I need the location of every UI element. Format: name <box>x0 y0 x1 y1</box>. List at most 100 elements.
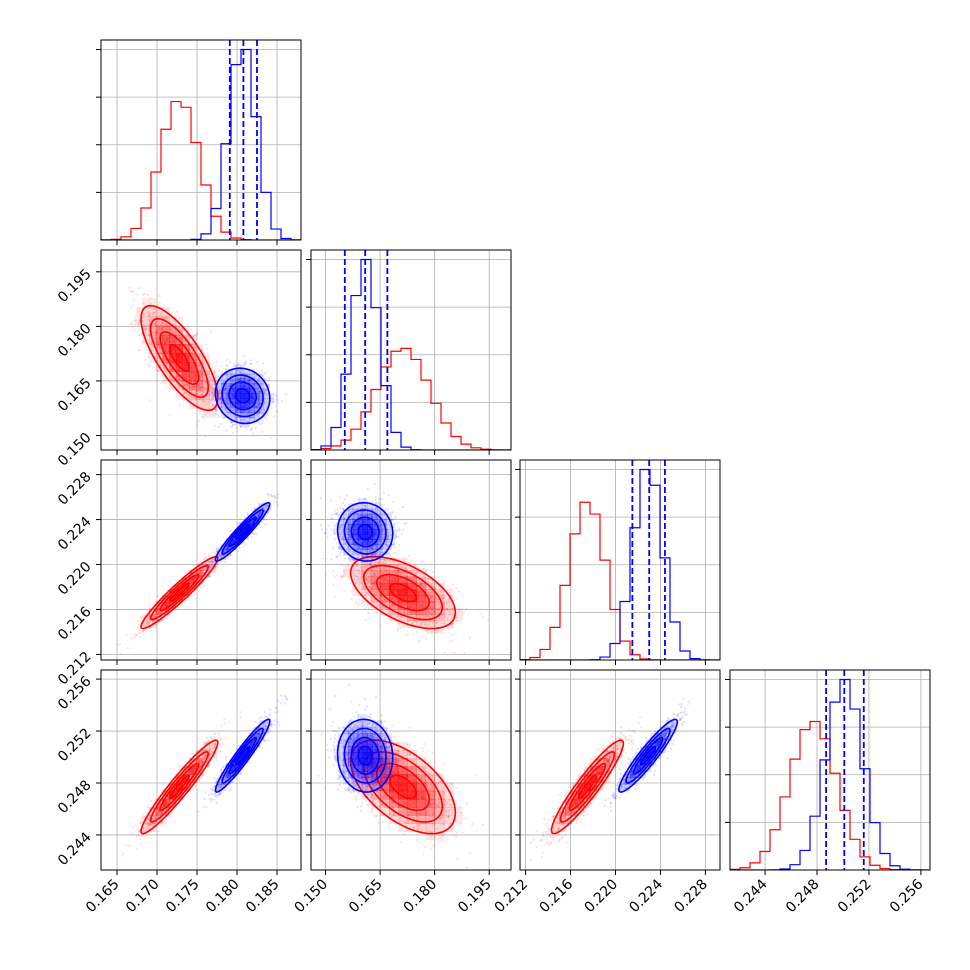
scatter-point <box>163 316 166 319</box>
density-cell <box>209 380 217 391</box>
density-cell <box>407 589 417 596</box>
scatter-point <box>264 506 268 509</box>
scatter-point <box>169 328 172 331</box>
scatter-point <box>222 391 225 395</box>
density-cell <box>155 334 163 345</box>
scatter-point <box>210 563 213 566</box>
scatter-point <box>190 359 193 362</box>
scatter-point <box>226 413 230 416</box>
density-cell <box>220 378 227 384</box>
scatter-point <box>216 547 219 550</box>
scatter-point <box>408 610 411 613</box>
density-cell <box>389 595 399 603</box>
scatter-point <box>217 555 220 558</box>
contour-line <box>169 582 190 603</box>
scatter-point <box>250 409 253 412</box>
density-cell <box>398 576 408 584</box>
density-cell <box>135 316 143 327</box>
scatter-point <box>424 570 427 573</box>
scatter-point <box>136 293 139 296</box>
scatter-point <box>224 547 227 550</box>
scatter-point <box>165 362 169 366</box>
scatter-point <box>200 382 203 386</box>
scatter-point <box>212 388 216 391</box>
scatter-point <box>163 322 167 325</box>
scatter-point <box>130 322 133 325</box>
scatter-point <box>261 419 264 422</box>
scatter-point <box>341 575 344 579</box>
density-cell <box>230 378 236 384</box>
scatter-point <box>205 369 208 373</box>
scatter-point <box>404 567 407 570</box>
scatter-point <box>386 612 389 615</box>
scatter-point <box>257 403 260 406</box>
scatter-point <box>179 603 182 607</box>
scatter-point <box>226 546 229 550</box>
scatter-point <box>210 392 213 395</box>
scatter-point <box>427 615 430 618</box>
scatter-point <box>175 310 179 313</box>
density-cell <box>182 582 190 590</box>
scatter-point <box>223 416 226 419</box>
scatter-point <box>242 418 245 421</box>
scatter-point <box>219 422 222 425</box>
scatter-point <box>165 361 168 364</box>
scatter-point <box>426 577 430 580</box>
scatter-point <box>194 398 197 401</box>
scatter-point <box>373 580 377 584</box>
scatter-point <box>426 609 430 612</box>
scatter-point <box>192 385 196 389</box>
scatter-point <box>242 410 245 413</box>
density-cell <box>263 388 270 394</box>
scatter-point <box>258 395 261 398</box>
scatter-point <box>142 630 145 633</box>
scatter-point <box>431 600 435 603</box>
scatter-point <box>395 564 398 568</box>
scatter-point <box>259 511 262 514</box>
scatter-point <box>403 610 406 614</box>
scatter-point <box>185 598 188 602</box>
scatter-point <box>433 592 436 595</box>
scatter-point <box>157 343 160 346</box>
scatter-point <box>198 409 201 412</box>
scatter-point <box>236 409 239 412</box>
scatter-point <box>162 358 165 361</box>
contour-line <box>149 564 210 621</box>
scatter-point <box>210 329 213 333</box>
scatter-point <box>220 385 223 388</box>
scatter-point <box>219 392 222 395</box>
density-cell <box>175 389 184 400</box>
scatter-point <box>224 387 227 390</box>
scatter-point <box>138 334 141 337</box>
scatter-point <box>415 630 419 633</box>
scatter-point <box>155 626 158 629</box>
scatter-point <box>180 380 183 383</box>
scatter-point <box>160 352 163 355</box>
scatter-point <box>241 369 244 372</box>
density-cell <box>254 513 260 520</box>
density-cell <box>195 371 204 382</box>
scatter-point <box>240 409 243 413</box>
scatter-point <box>154 337 157 340</box>
scatter-point <box>419 582 422 585</box>
scatter-point <box>348 550 351 553</box>
scatter-point <box>238 370 241 373</box>
scatter-point <box>405 633 408 636</box>
scatter-point <box>366 578 369 581</box>
density-cell <box>162 334 170 345</box>
density-cell <box>162 595 170 603</box>
density-cell <box>398 601 408 609</box>
scatter-point <box>260 383 263 386</box>
scatter-point <box>173 380 176 384</box>
density-cell <box>148 307 157 318</box>
scatter-point <box>389 605 392 609</box>
scatter-point <box>155 322 158 325</box>
scatter-point <box>141 319 144 323</box>
scatter-point <box>204 562 207 565</box>
scatter-point <box>250 428 254 431</box>
scatter-point <box>218 389 221 393</box>
scatter-point <box>156 355 159 358</box>
scatter-point <box>208 560 211 563</box>
scatter-point <box>424 576 427 579</box>
scatter-point <box>207 570 210 573</box>
